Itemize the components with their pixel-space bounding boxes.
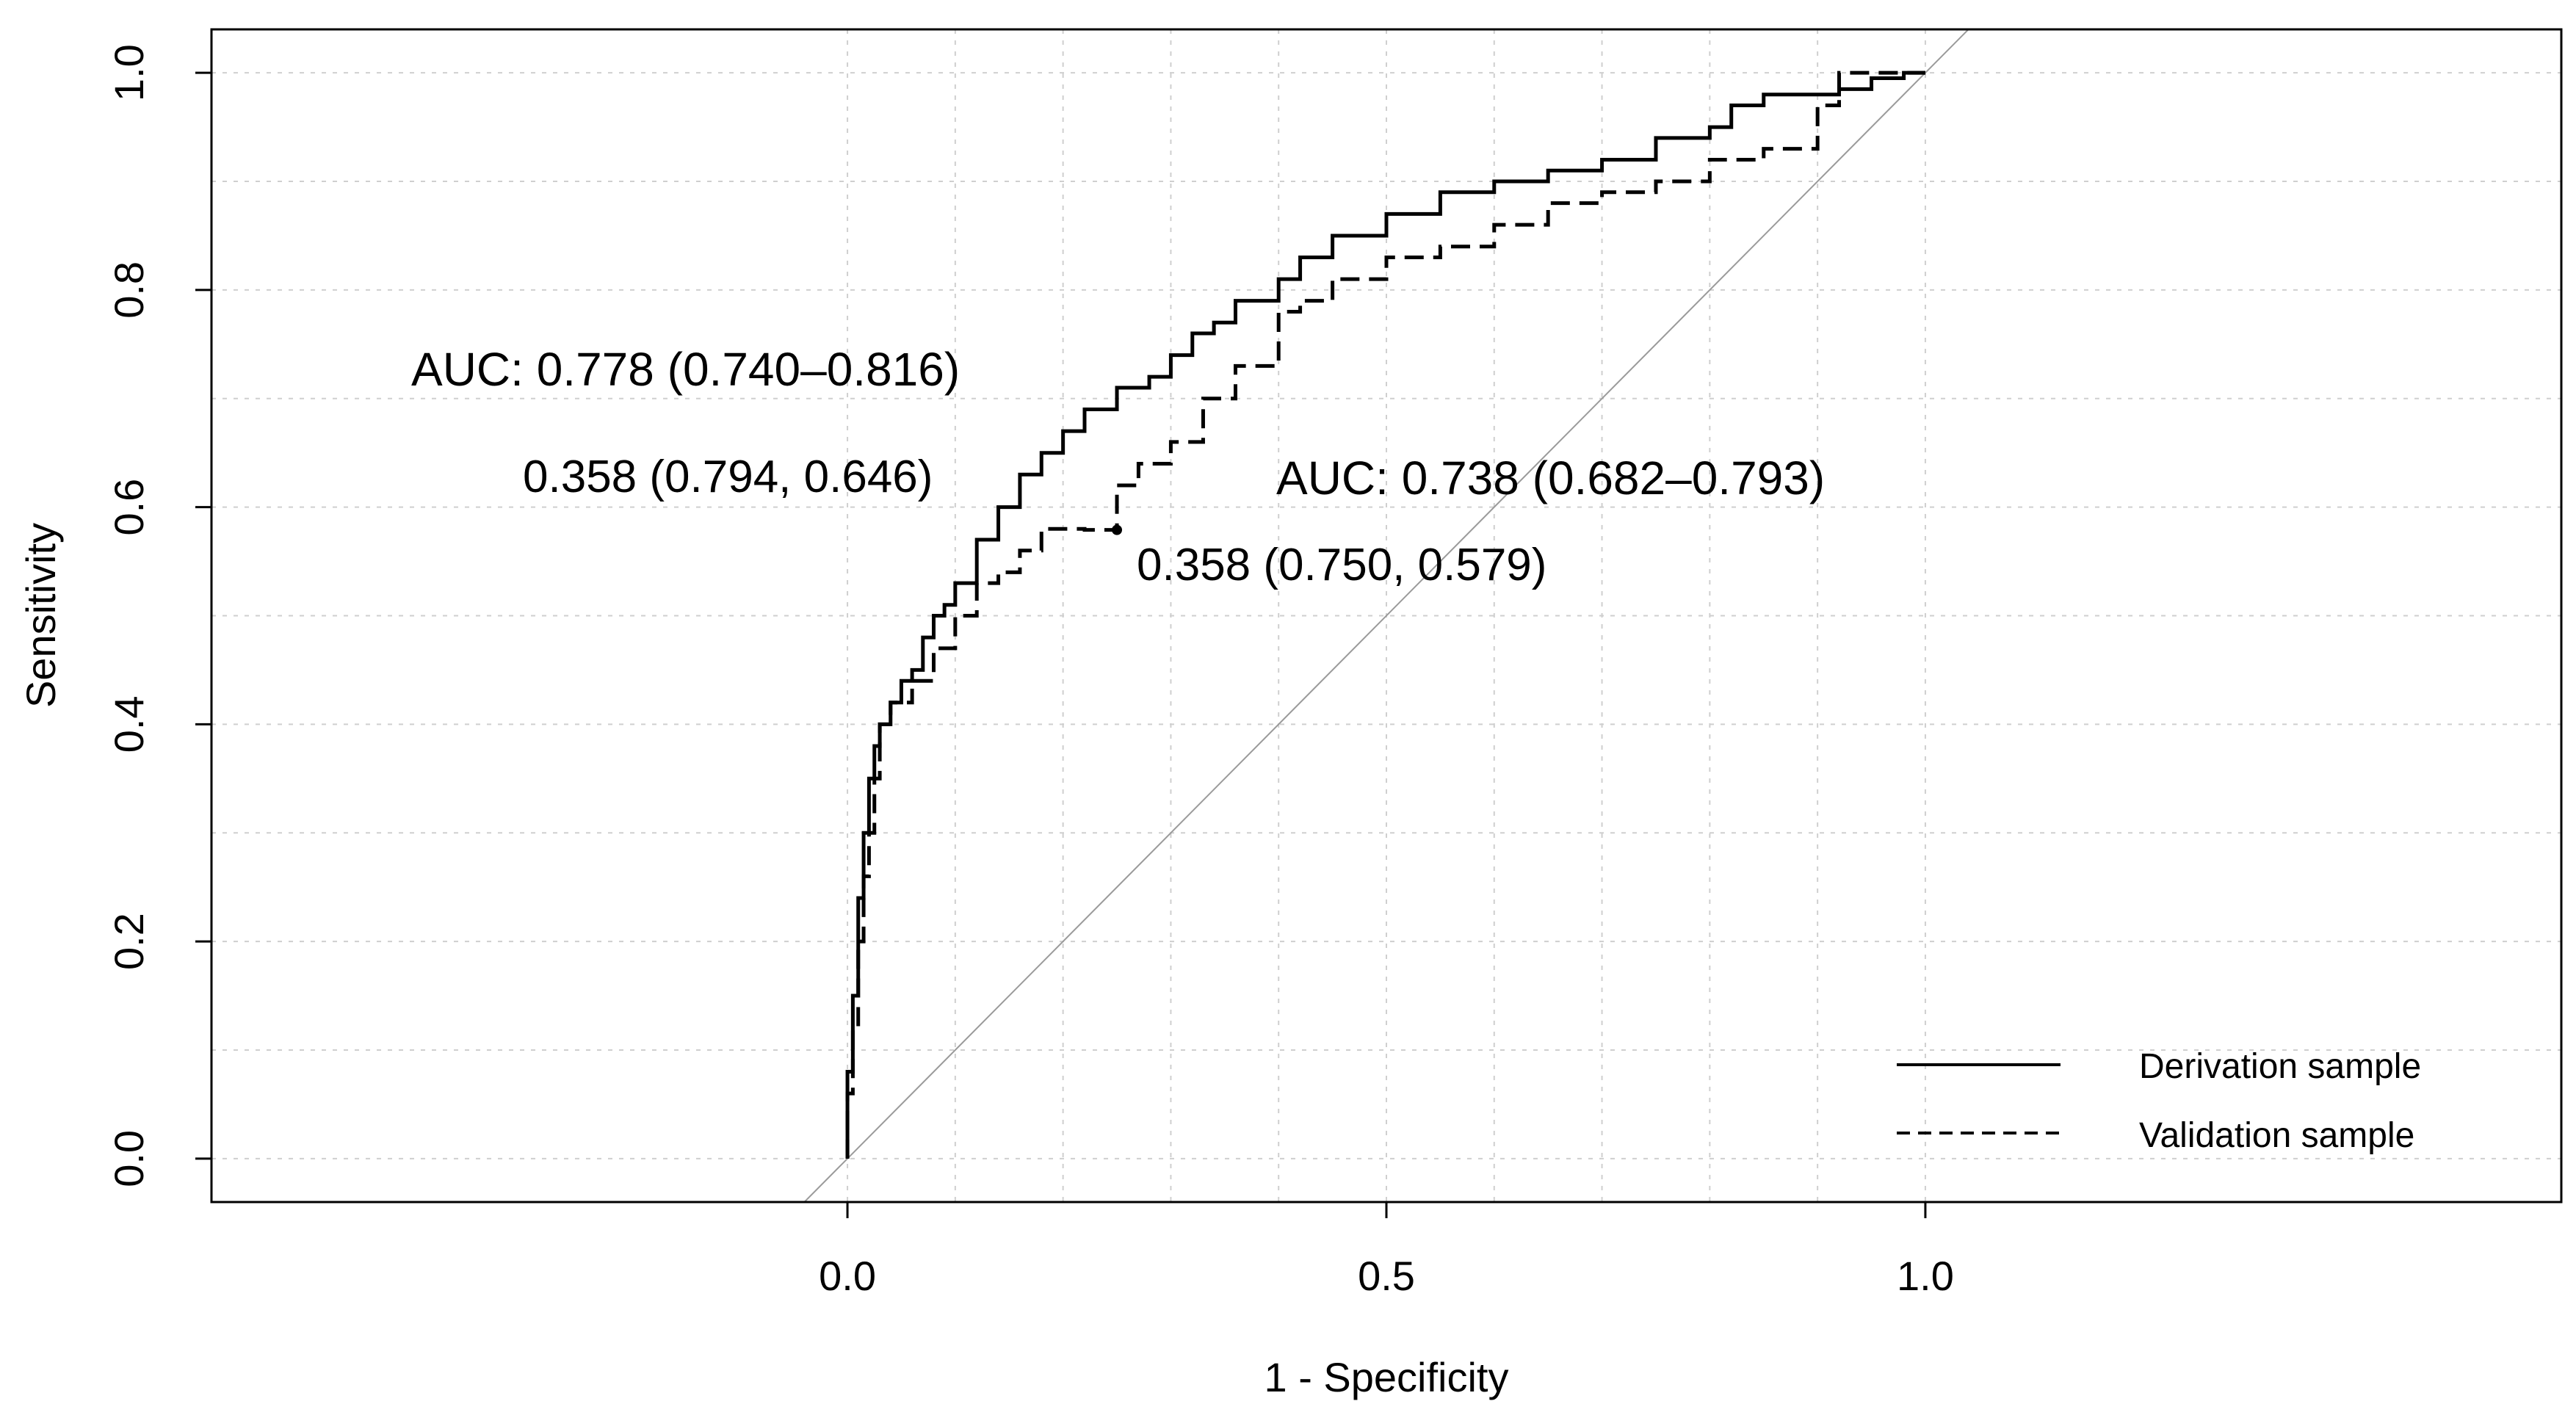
- x-axis-title: 1 - Specificity: [1265, 1354, 1509, 1400]
- y-tick-label: 0.0: [106, 1130, 152, 1187]
- chance-diagonal-line: [803, 29, 1970, 1202]
- y-tick-label: 1.0: [106, 44, 152, 101]
- legend-validation-label: Validation sample: [2139, 1116, 2414, 1155]
- validation-roc-curve: [845, 70, 1925, 1159]
- y-tick-label: 0.6: [106, 479, 152, 536]
- x-tick-label: 0.5: [1358, 1253, 1415, 1299]
- legend-derivation-label: Derivation sample: [2139, 1047, 2421, 1086]
- derivation-auc-annotation: AUC: 0.778 (0.740–0.816): [411, 343, 960, 396]
- validation-auc-annotation: AUC: 0.738 (0.682–0.793): [1276, 452, 1825, 504]
- y-tick-label: 0.8: [106, 261, 152, 319]
- y-axis-title: Sensitivity: [18, 523, 64, 708]
- y-tick-label: 0.2: [106, 913, 152, 970]
- roc-curves: [803, 29, 1970, 1202]
- x-tick-label: 0.0: [819, 1253, 876, 1299]
- legend: Derivation sample Validation sample: [1897, 1047, 2421, 1155]
- x-tick-label: 1.0: [1897, 1253, 1954, 1299]
- y-tick-label: 0.4: [106, 695, 152, 753]
- derivation-threshold-annotation: 0.358 (0.794, 0.646): [523, 452, 933, 502]
- axes: 0.0 0.5 1.0 0.0 0.2 0.4 0.6 0.8 1.0: [106, 44, 1954, 1299]
- validation-threshold-annotation: 0.358 (0.750, 0.579): [1137, 540, 1546, 590]
- threshold-point: [1112, 524, 1123, 535]
